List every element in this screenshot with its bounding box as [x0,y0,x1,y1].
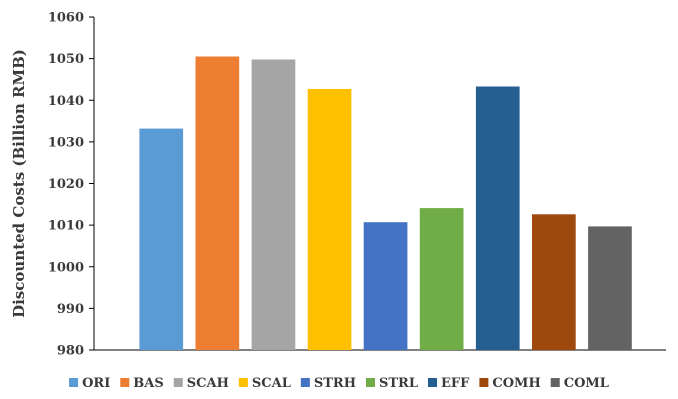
bar-scal [307,89,352,350]
legend-swatch-strh [300,378,310,387]
bar-bas [195,56,240,350]
legend-swatch-coml [550,378,560,387]
legend: ORI BAS SCAH SCAL STRH STRL EFF COMH COML [69,376,609,391]
y-axis-title: Discounted Costs (Billion RMB) [10,49,28,318]
y-tick-label: 1060 [48,11,84,26]
bar-comh [532,214,576,350]
legend-swatch-strl [365,378,375,387]
legend-label-comh: COMH [492,376,540,391]
legend-label-strh: STRH [314,376,356,391]
bar-scah [251,59,296,350]
y-tick-label: 1050 [48,52,84,67]
legend-swatch-scal [238,378,248,387]
bars [139,56,632,350]
y-tick-label: 980 [57,344,84,359]
bar-eff [475,86,520,350]
bar-coml [588,226,632,350]
legend-label-eff: EFF [441,376,470,391]
y-tick-label: 990 [57,302,84,317]
bar-strh [363,222,408,350]
y-tick-label: 1020 [48,177,84,192]
y-tick-label: 1030 [48,135,84,150]
legend-swatch-eff [428,378,438,387]
legend-swatch-bas [120,378,130,387]
y-axis: 980 990 1000 1010 1020 1030 1040 1050 1060 [48,11,95,359]
legend-label-strl: STRL [379,376,418,391]
legend-label-ori: ORI [82,376,110,391]
legend-swatch-ori [69,378,79,387]
y-tick-label: 1010 [48,219,84,234]
legend-swatch-comh [479,378,489,387]
bar-strl [419,208,464,350]
legend-label-scah: SCAH [187,376,229,391]
legend-swatch-scah [173,378,183,387]
legend-label-coml: COML [564,376,609,391]
legend-label-scal: SCAL [252,376,291,391]
y-tick-label: 1040 [48,94,84,109]
legend-label-bas: BAS [133,376,163,391]
bar-ori [139,128,184,350]
y-tick-label: 1000 [48,260,84,275]
y-ticks: 980 990 1000 1010 1020 1030 1040 1050 1060 [48,11,94,359]
